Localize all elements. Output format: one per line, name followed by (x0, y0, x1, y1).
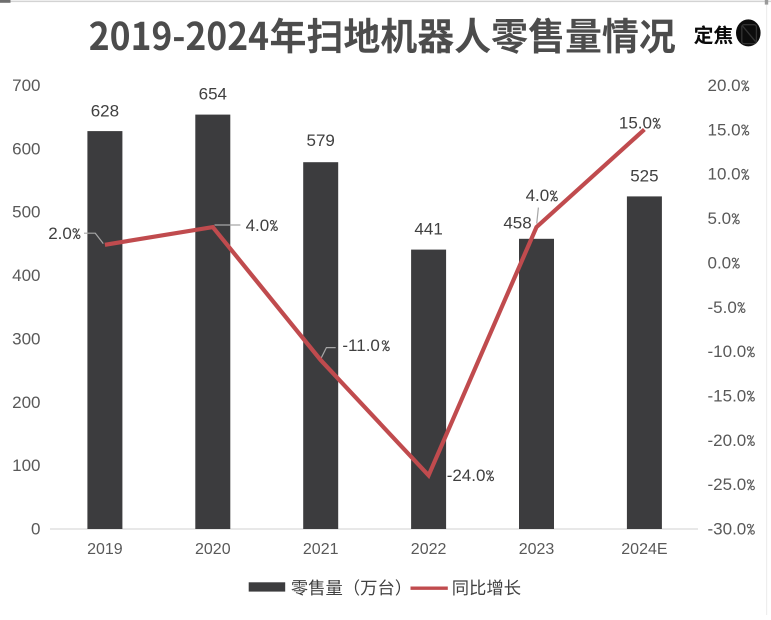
svg-text:2.0: 2.0 (48, 224, 72, 243)
svg-text:400: 400 (12, 266, 40, 285)
svg-text:2021: 2021 (303, 541, 339, 558)
svg-text:-24.0: -24.0 (447, 466, 486, 485)
svg-text:2019: 2019 (87, 541, 123, 558)
svg-text:20.0: 20.0 (708, 76, 741, 95)
svg-text:0.0: 0.0 (708, 253, 732, 272)
svg-text:2024E: 2024E (621, 541, 667, 558)
svg-text:579: 579 (307, 131, 335, 150)
svg-text:-11.0: -11.0 (342, 336, 380, 355)
svg-text:654: 654 (199, 85, 227, 104)
svg-text:2023: 2023 (519, 541, 555, 558)
svg-text:-20.0: -20.0 (708, 431, 747, 450)
svg-text:15.0: 15.0 (619, 114, 652, 133)
svg-text:2022: 2022 (411, 541, 447, 558)
svg-text:-10.0: -10.0 (708, 342, 747, 361)
svg-text:525: 525 (630, 166, 658, 185)
svg-text:628: 628 (91, 101, 119, 120)
svg-text:0: 0 (31, 520, 40, 539)
svg-text:4.0: 4.0 (526, 186, 550, 205)
svg-text:-5.0: -5.0 (708, 298, 737, 317)
svg-text:500: 500 (12, 203, 40, 222)
svg-text:458: 458 (503, 213, 531, 232)
svg-text:10.0: 10.0 (708, 165, 741, 184)
svg-text:-15.0: -15.0 (708, 386, 747, 405)
svg-text:-25.0: -25.0 (708, 475, 747, 494)
svg-text:5.0: 5.0 (708, 209, 732, 228)
svg-text:4.0: 4.0 (246, 216, 270, 235)
svg-text:15.0: 15.0 (708, 120, 741, 139)
svg-text:300: 300 (12, 329, 40, 348)
svg-text:200: 200 (12, 393, 40, 412)
svg-text:2020: 2020 (195, 541, 231, 558)
svg-text:-30.0: -30.0 (708, 520, 747, 539)
svg-text:441: 441 (414, 219, 442, 238)
svg-text:100: 100 (12, 456, 40, 475)
svg-text:600: 600 (12, 139, 40, 158)
svg-text:700: 700 (12, 76, 40, 95)
